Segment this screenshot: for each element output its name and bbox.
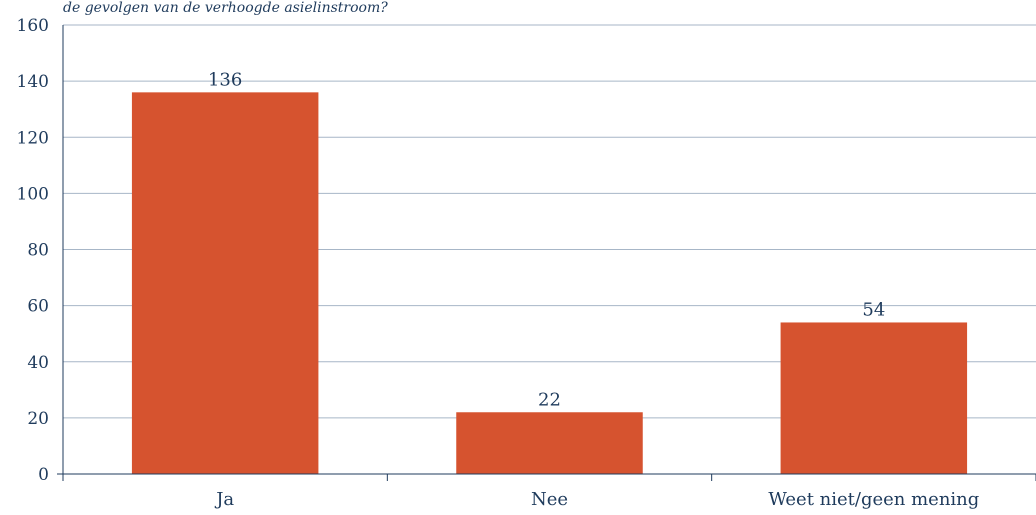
bar-weet-niet-geen-mening bbox=[780, 322, 968, 474]
chart-subtitle: de gevolgen van de verhoogde asielinstro… bbox=[63, 0, 388, 16]
data-label: 54 bbox=[862, 299, 885, 320]
x-tick-label: Nee bbox=[531, 489, 568, 510]
y-tick-label: 60 bbox=[27, 297, 49, 317]
axes bbox=[57, 25, 1036, 481]
data-label: 22 bbox=[538, 389, 561, 410]
bar-nee bbox=[456, 412, 643, 474]
x-tick-label: Ja bbox=[214, 489, 234, 510]
y-tick-label: 40 bbox=[27, 353, 49, 373]
y-tick-label: 80 bbox=[27, 241, 49, 261]
bar-ja bbox=[131, 92, 319, 474]
data-label: 136 bbox=[208, 69, 242, 90]
y-tick-label: 20 bbox=[27, 409, 49, 429]
y-tick-label: 100 bbox=[17, 184, 49, 204]
y-tick-label: 140 bbox=[17, 72, 49, 92]
y-tick-label: 160 bbox=[17, 16, 49, 36]
x-tick-label: Weet niet/geen mening bbox=[768, 489, 979, 510]
y-tick-label: 0 bbox=[38, 465, 49, 485]
y-tick-label: 120 bbox=[17, 128, 49, 148]
labels: 0 20 40 60 80 100 120 140 160 136 Ja 22 Nee 54 Weet ni… bbox=[17, 16, 980, 510]
bars bbox=[131, 92, 968, 474]
